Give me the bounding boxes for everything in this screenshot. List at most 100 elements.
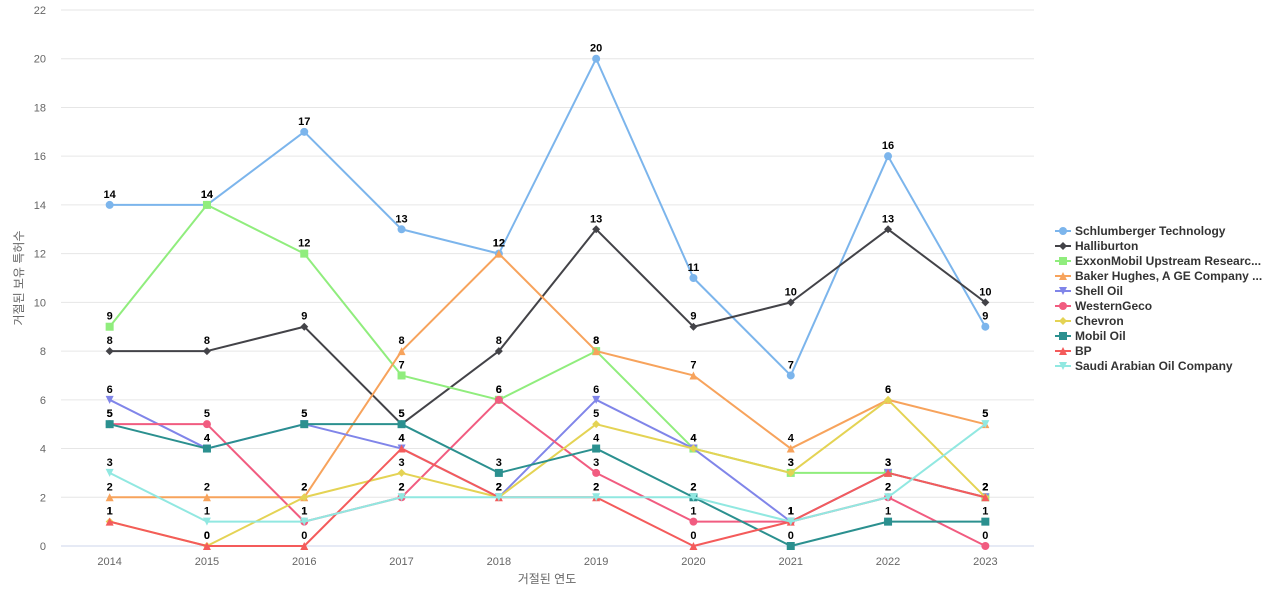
data-point[interactable]	[300, 420, 309, 429]
series-line[interactable]	[109, 423, 986, 523]
data-point[interactable]	[786, 298, 795, 307]
data-point[interactable]	[981, 542, 990, 550]
data-point[interactable]	[105, 200, 114, 209]
legend-item[interactable]: Halliburton	[1055, 239, 1138, 253]
data-point[interactable]	[689, 444, 698, 453]
data-point[interactable]	[300, 322, 309, 331]
data-point[interactable]	[494, 395, 503, 404]
data-point[interactable]	[981, 420, 990, 429]
legend-item[interactable]: BP	[1055, 344, 1092, 358]
data-point[interactable]	[300, 493, 309, 502]
data-point[interactable]	[981, 298, 990, 307]
legend-item[interactable]: Mobil Oil	[1055, 329, 1126, 343]
legend-item[interactable]: Saudi Arabian Oil Company	[1055, 359, 1233, 373]
data-point[interactable]	[592, 468, 601, 477]
data-point[interactable]	[494, 493, 503, 502]
data-point[interactable]	[981, 322, 990, 331]
data-point[interactable]	[397, 420, 406, 429]
data-point[interactable]	[884, 517, 893, 526]
data-point[interactable]	[786, 371, 795, 380]
data-point[interactable]	[884, 468, 893, 477]
data-label: 0	[690, 530, 696, 542]
data-point[interactable]	[592, 347, 601, 356]
data-point[interactable]	[689, 371, 698, 380]
legend-item[interactable]: Chevron	[1055, 314, 1124, 328]
data-point[interactable]	[300, 127, 309, 136]
data-point[interactable]	[202, 200, 211, 209]
series-line[interactable]	[109, 252, 986, 499]
data-label: 7	[398, 359, 404, 371]
series-line[interactable]	[109, 228, 986, 426]
legend-marker[interactable]	[1059, 317, 1067, 325]
data-point[interactable]	[689, 517, 698, 526]
legend-marker[interactable]	[1059, 257, 1067, 265]
legend-marker[interactable]	[1059, 287, 1067, 295]
y-axis-title: 거절된 보유 특허수	[12, 231, 26, 326]
data-point[interactable]	[689, 322, 698, 331]
data-point[interactable]	[105, 517, 114, 526]
data-point[interactable]	[300, 517, 309, 526]
y-axis-ticks: 0 2 4 6 8 10 12 14 16 18 20 22	[34, 5, 46, 553]
data-point[interactable]	[786, 542, 795, 550]
legend-marker[interactable]	[1059, 272, 1067, 280]
data-point[interactable]	[397, 493, 406, 502]
data-point[interactable]	[592, 54, 601, 63]
legend-item[interactable]: Schlumberger Technology	[1055, 224, 1226, 238]
data-point[interactable]	[105, 468, 114, 477]
y-tick-label: 20	[34, 54, 46, 66]
data-point[interactable]	[786, 468, 795, 477]
data-point[interactable]	[592, 225, 601, 234]
data-point[interactable]	[397, 347, 406, 356]
data-point[interactable]	[592, 395, 601, 404]
legend-item[interactable]: Baker Hughes, A GE Company ...	[1055, 269, 1262, 283]
data-point[interactable]	[884, 225, 893, 234]
data-point[interactable]	[397, 371, 406, 380]
data-point[interactable]	[689, 542, 698, 550]
data-point[interactable]	[981, 493, 990, 502]
data-point[interactable]	[202, 420, 211, 429]
legend-label: Halliburton	[1075, 239, 1138, 253]
data-point[interactable]	[689, 493, 698, 502]
data-point[interactable]	[884, 152, 893, 161]
data-point[interactable]	[397, 444, 406, 453]
data-point[interactable]	[786, 444, 795, 453]
data-point[interactable]	[786, 517, 795, 526]
data-point[interactable]	[397, 468, 406, 477]
data-point[interactable]	[105, 493, 114, 502]
data-point[interactable]	[105, 395, 114, 404]
data-point[interactable]	[592, 493, 601, 502]
data-label: 8	[593, 335, 599, 347]
legend-item[interactable]: ExxonMobil Upstream Researc...	[1055, 254, 1261, 268]
data-point[interactable]	[202, 542, 211, 550]
data-point[interactable]	[494, 347, 503, 356]
data-point[interactable]	[981, 517, 990, 526]
legend-marker[interactable]	[1059, 242, 1067, 250]
data-point[interactable]	[397, 225, 406, 234]
data-point[interactable]	[884, 395, 893, 404]
data-point[interactable]	[592, 420, 601, 429]
legend-marker[interactable]	[1059, 227, 1067, 235]
data-point[interactable]	[300, 542, 309, 550]
data-point[interactable]	[494, 468, 503, 477]
data-point[interactable]	[202, 517, 211, 526]
series-line[interactable]	[108, 203, 986, 499]
legend-marker[interactable]	[1059, 347, 1067, 355]
data-point[interactable]	[202, 493, 211, 502]
data-point[interactable]	[592, 444, 601, 453]
legend-item[interactable]: Shell Oil	[1055, 284, 1123, 298]
data-point[interactable]	[105, 322, 114, 331]
legend-marker[interactable]	[1059, 332, 1067, 340]
data-point[interactable]	[494, 249, 503, 258]
legend-item[interactable]: WesternGeco	[1055, 299, 1152, 313]
legend-marker[interactable]	[1059, 302, 1067, 310]
series-line[interactable]	[109, 57, 987, 377]
data-point[interactable]	[300, 249, 309, 258]
data-point[interactable]	[202, 444, 211, 453]
data-point[interactable]	[105, 420, 114, 429]
series-line[interactable]	[109, 423, 986, 547]
data-point[interactable]	[105, 347, 114, 356]
data-point[interactable]	[689, 274, 698, 282]
data-point[interactable]	[202, 347, 211, 356]
legend-marker[interactable]	[1059, 362, 1067, 370]
data-point[interactable]	[884, 493, 893, 502]
